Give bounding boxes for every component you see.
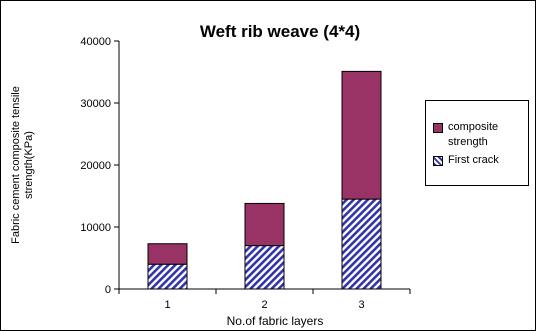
bar-composite-strength-3 — [341, 70, 382, 200]
y-tick-label: 10000 — [80, 222, 111, 234]
bar-composite-strength-1 — [147, 243, 188, 265]
legend-label-first-crack: First crack — [448, 154, 499, 166]
y-tick-label: 20000 — [80, 160, 111, 172]
legend-item-first-crack: First crack — [433, 153, 518, 168]
legend-item-composite-strength: composite strength — [433, 120, 518, 150]
legend-swatch-composite-strength — [433, 123, 443, 133]
x-axis-label: No.of fabric layers — [226, 314, 324, 328]
x-tick-label: 3 — [358, 299, 364, 311]
x-tick-label: 2 — [261, 299, 267, 311]
y-axis-label: Fabric cement composite tensile strength… — [10, 86, 35, 244]
y-tick-label: 30000 — [80, 98, 111, 110]
bar-first-crack-3 — [341, 198, 382, 290]
legend-label-composite-strength: composite strength — [448, 121, 499, 148]
bar-composite-strength-2 — [244, 202, 285, 247]
y-tick-label: 0 — [105, 284, 111, 296]
chart-title: Weft rib weave (4*4) — [199, 22, 361, 41]
legend-swatch-first-crack — [433, 156, 443, 166]
legend: composite strength First crack — [425, 100, 529, 186]
x-tick-label: 1 — [164, 299, 170, 311]
y-tick-label: 40000 — [80, 36, 111, 48]
bar-first-crack-2 — [244, 245, 285, 290]
bar-first-crack-1 — [147, 263, 188, 290]
